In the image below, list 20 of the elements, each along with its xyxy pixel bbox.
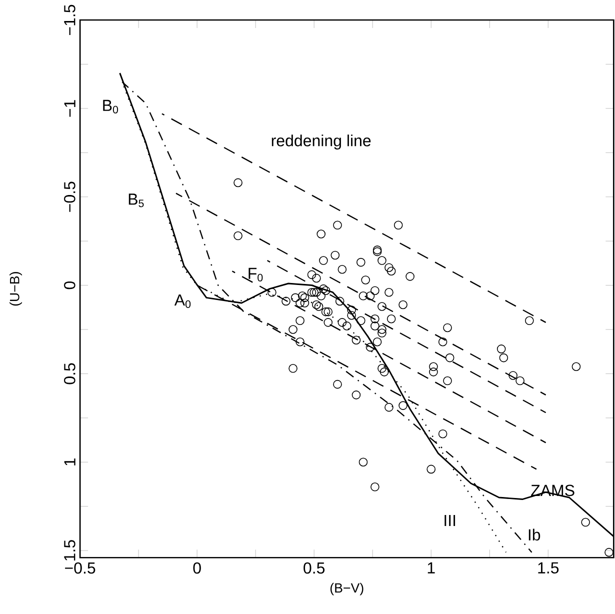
annotation: B$_{5}$ — [128, 194, 144, 208]
y-tick-label: 1 — [64, 458, 76, 466]
x-tick-label: 1.5 — [538, 562, 559, 574]
y-tick-label: −0.5 — [64, 182, 76, 212]
y-tick-label: −1 — [64, 100, 76, 117]
annotation: Ib — [528, 528, 540, 541]
y-tick-label: 0 — [64, 282, 76, 290]
x-tick-label: 0.5 — [304, 562, 325, 574]
annotation: reddening line — [272, 134, 371, 150]
annotation: A$_{0}$ — [174, 294, 191, 308]
x-tick-label: 1 — [428, 562, 435, 574]
y-tick-label: 0.5 — [64, 363, 76, 384]
annotation: III — [444, 515, 456, 526]
y-tick-label: 1.5 — [64, 540, 76, 561]
annotation: B$_{0}$ — [103, 100, 118, 114]
annotation: F$_{0}$ — [248, 268, 263, 282]
x-tick-label: 0 — [193, 562, 201, 574]
x-axis-title: (B−V) — [330, 583, 364, 596]
y-axis-title: (U−B) — [10, 272, 22, 306]
y-tick-label: −1.5 — [64, 5, 76, 36]
